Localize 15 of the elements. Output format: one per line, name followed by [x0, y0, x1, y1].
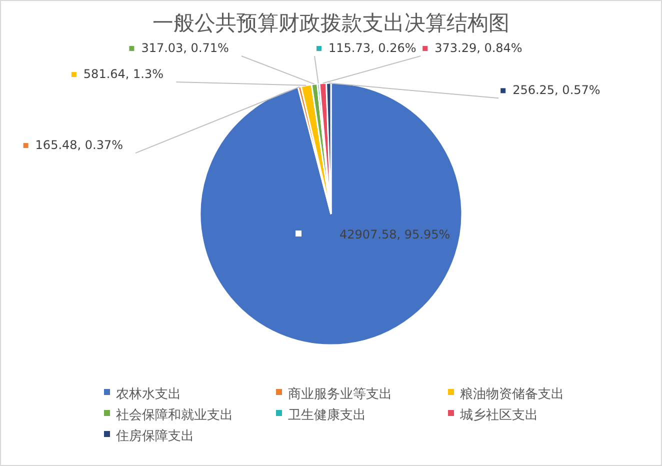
data-label: 581.64, 1.3%	[83, 67, 164, 82]
legend-label: 粮油物资储备支出	[460, 387, 564, 402]
legend-label: 住房保障支出	[115, 428, 194, 444]
chart-title: 一般公共预算财政拨款支出决算结构图	[152, 11, 510, 35]
data-label: 165.48, 0.37%	[35, 138, 124, 152]
data-label: 42907.58, 95.95%	[339, 227, 450, 242]
legend-label: 卫生健康支出	[288, 408, 366, 423]
legend-label: 城乡社区支出	[459, 408, 538, 423]
data-label: 317.03, 0.71%	[141, 41, 229, 55]
legend-label: 农林水支出	[116, 387, 181, 402]
legend-label: 商业服务业等支出	[288, 387, 392, 402]
data-label: 373.29, 0.84%	[434, 41, 522, 55]
legend-label: 社会保障和就业支出	[116, 408, 233, 423]
data-label: 115.73, 0.26%	[328, 41, 416, 55]
data-label: 256.25, 0.57%	[512, 83, 600, 98]
